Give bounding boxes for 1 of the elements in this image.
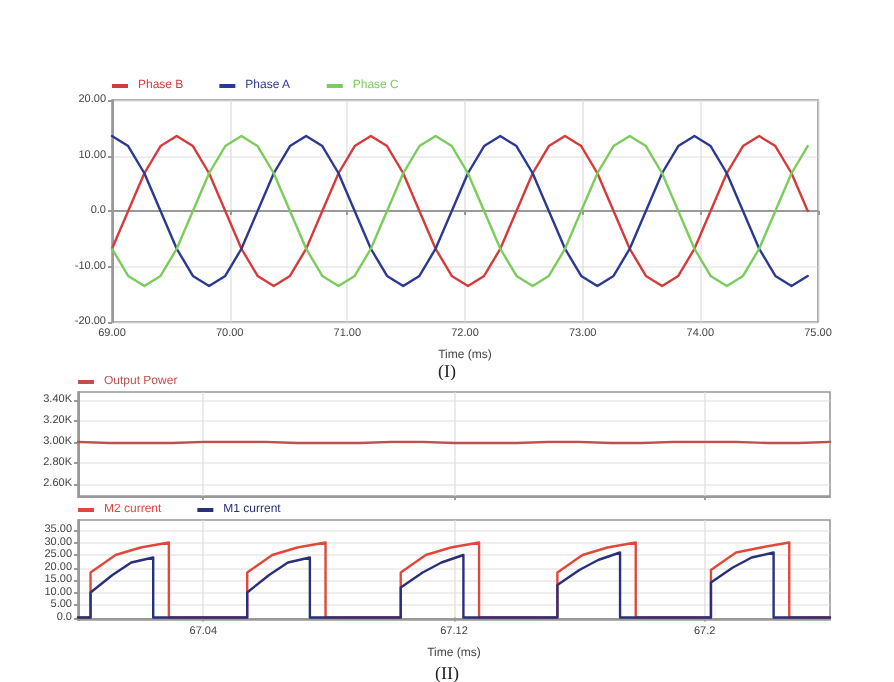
line-series	[110, 134, 809, 288]
